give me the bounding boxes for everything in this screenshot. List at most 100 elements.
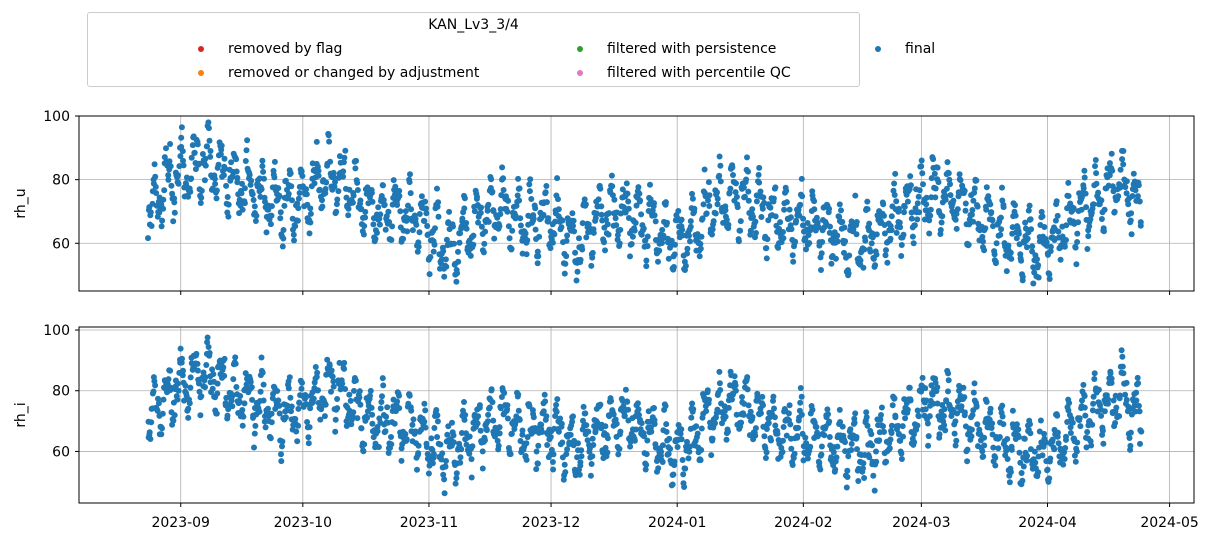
data-point — [282, 414, 289, 421]
data-point — [999, 413, 1006, 420]
data-point — [356, 394, 363, 401]
data-point — [1127, 217, 1134, 224]
data-point — [684, 245, 691, 252]
data-point — [952, 418, 959, 425]
data-point — [400, 235, 407, 242]
data-point — [376, 221, 383, 228]
data-point — [934, 400, 941, 407]
data-point — [396, 392, 402, 399]
data-point — [655, 258, 661, 265]
data-point — [1095, 386, 1102, 393]
data-point — [783, 187, 790, 194]
data-point — [1137, 219, 1144, 226]
data-point — [458, 446, 465, 453]
data-point — [845, 270, 852, 277]
data-point — [927, 212, 934, 219]
data-point — [974, 421, 981, 428]
data-point — [638, 211, 645, 218]
data-point — [1123, 396, 1130, 403]
data-point — [275, 185, 282, 192]
data-point — [153, 190, 160, 196]
data-point — [864, 206, 871, 213]
data-point — [863, 414, 870, 421]
data-point — [988, 425, 995, 431]
data-point — [804, 220, 811, 226]
data-point — [1137, 440, 1143, 447]
data-point — [288, 403, 295, 410]
data-point — [380, 382, 387, 389]
data-point — [392, 183, 399, 190]
data-point — [834, 238, 841, 245]
data-point — [163, 145, 169, 152]
data-point — [1054, 429, 1061, 436]
data-point — [319, 203, 326, 210]
data-point — [893, 229, 900, 236]
data-point — [396, 405, 403, 412]
data-point — [909, 233, 916, 240]
data-point — [839, 218, 846, 225]
data-point — [519, 431, 526, 438]
data-point — [267, 435, 274, 442]
data-point — [268, 419, 275, 426]
data-point — [659, 240, 665, 246]
data-point — [1064, 419, 1071, 425]
data-point — [896, 219, 903, 226]
data-point — [431, 425, 438, 431]
data-point — [298, 385, 305, 392]
data-point — [716, 380, 723, 387]
data-point — [242, 158, 249, 164]
data-point — [279, 443, 285, 450]
data-point — [625, 406, 632, 413]
data-point — [426, 271, 433, 278]
data-point — [1088, 442, 1095, 449]
data-point — [733, 180, 739, 187]
data-point — [282, 177, 289, 184]
data-point — [441, 273, 448, 280]
data-point — [1067, 424, 1074, 431]
data-point — [577, 459, 584, 466]
data-point — [1074, 230, 1081, 237]
data-point — [262, 198, 268, 205]
data-point — [861, 475, 868, 481]
data-point — [171, 199, 178, 206]
data-point — [540, 211, 547, 218]
data-point — [844, 474, 851, 480]
data-point — [311, 180, 318, 187]
data-point — [786, 402, 793, 409]
data-point — [953, 437, 960, 444]
data-point — [651, 200, 657, 207]
data-point — [926, 413, 933, 420]
data-point — [675, 208, 682, 214]
data-point — [687, 238, 693, 245]
data-point — [783, 199, 790, 206]
data-point — [848, 440, 855, 447]
data-point — [389, 223, 396, 230]
data-point — [230, 376, 237, 383]
data-point — [349, 199, 356, 206]
data-point — [145, 235, 151, 242]
data-point — [471, 208, 478, 215]
data-point — [806, 240, 813, 246]
data-point — [942, 196, 949, 203]
data-point — [1036, 444, 1043, 451]
data-point — [391, 420, 398, 427]
data-point — [1079, 397, 1085, 404]
data-point — [422, 424, 429, 431]
data-point — [805, 232, 812, 238]
data-point — [990, 444, 997, 451]
data-point — [198, 187, 205, 194]
data-point — [792, 238, 799, 245]
data-point — [678, 436, 685, 443]
data-point — [1082, 190, 1089, 197]
data-point — [1034, 256, 1040, 263]
data-point — [453, 470, 460, 477]
data-point — [385, 208, 392, 215]
data-point — [271, 174, 278, 181]
data-point — [442, 463, 449, 470]
data-point — [310, 395, 317, 402]
data-point — [379, 375, 386, 382]
data-point — [382, 226, 389, 233]
data-point — [1083, 444, 1090, 451]
data-point — [930, 156, 937, 163]
data-point — [1084, 246, 1091, 252]
